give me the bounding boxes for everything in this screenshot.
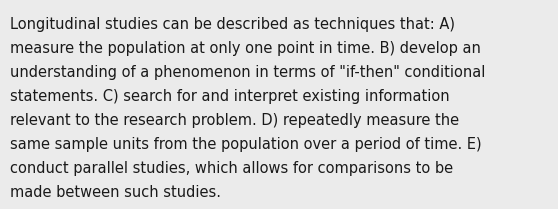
Text: Longitudinal studies can be described as techniques that: A): Longitudinal studies can be described as… <box>10 17 455 32</box>
Text: statements. C) search for and interpret existing information: statements. C) search for and interpret … <box>10 89 450 104</box>
Text: made between such studies.: made between such studies. <box>10 185 221 200</box>
Text: relevant to the research problem. D) repeatedly measure the: relevant to the research problem. D) rep… <box>10 113 459 128</box>
Text: same sample units from the population over a period of time. E): same sample units from the population ov… <box>10 137 482 152</box>
Text: measure the population at only one point in time. B) develop an: measure the population at only one point… <box>10 41 481 56</box>
Text: understanding of a phenomenon in terms of "if-then" conditional: understanding of a phenomenon in terms o… <box>10 65 485 80</box>
Text: conduct parallel studies, which allows for comparisons to be: conduct parallel studies, which allows f… <box>10 161 453 176</box>
